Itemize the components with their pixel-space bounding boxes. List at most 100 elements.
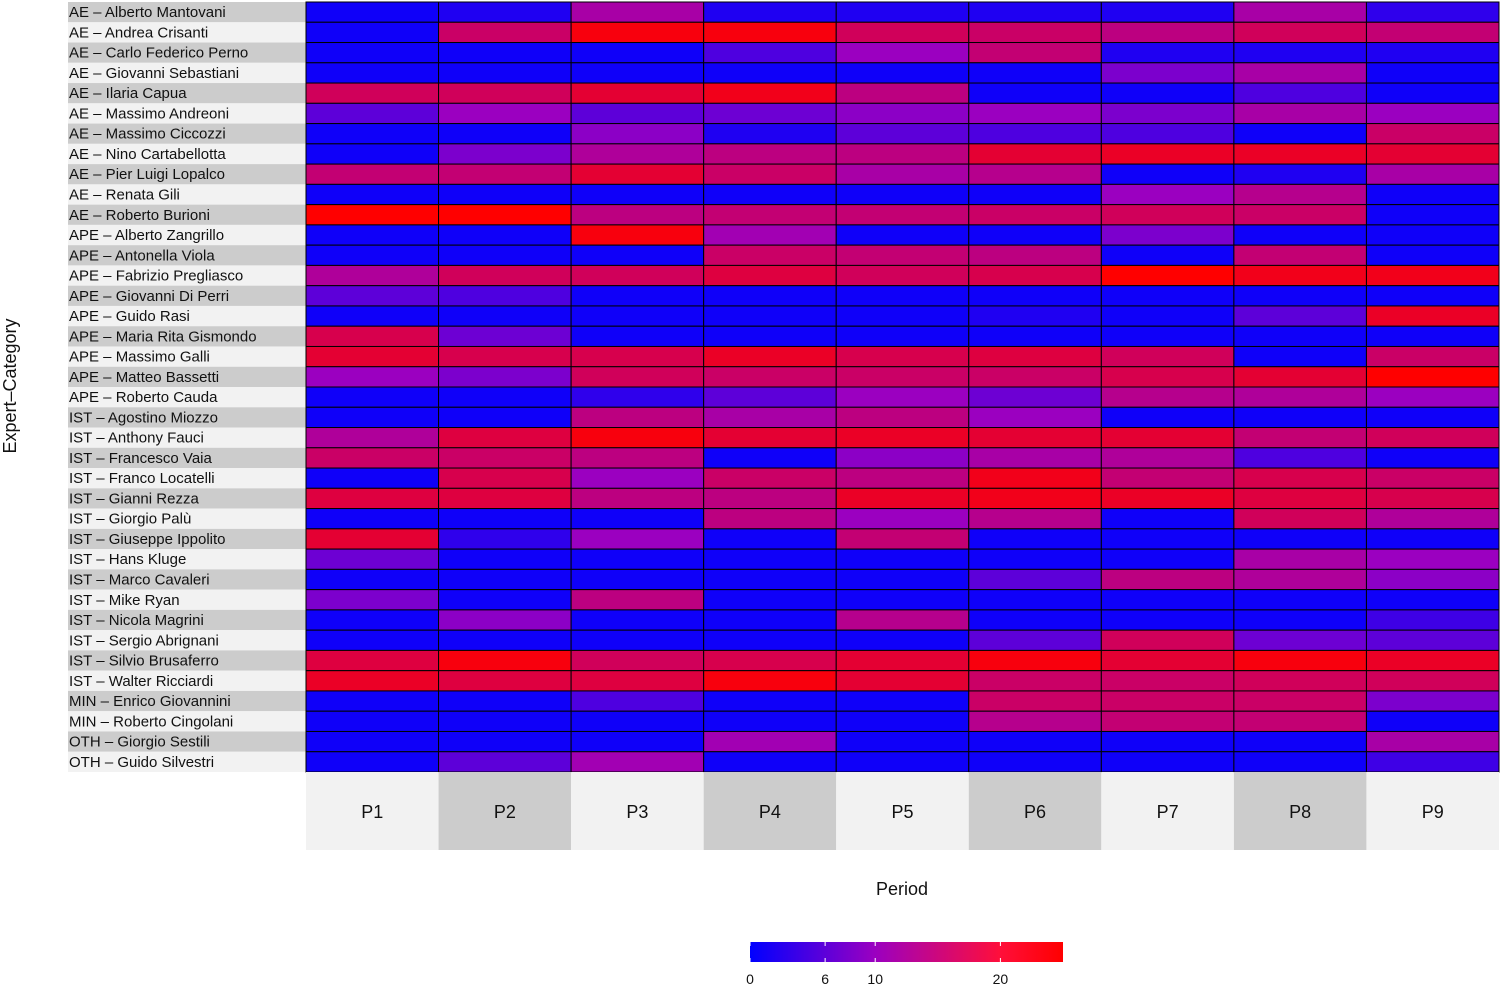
heatmap-cell: [305, 305, 440, 327]
heatmap-cell: [703, 609, 837, 631]
row-label: APE – Guido Rasi: [69, 308, 190, 325]
heatmap-cell: [835, 690, 970, 712]
heatmap-cell: [1100, 568, 1235, 591]
heatmap-cell: [438, 345, 572, 368]
heatmap-cell: [438, 42, 572, 64]
row-label-bg: [68, 22, 306, 43]
heatmap-cell: [835, 42, 970, 64]
row-label-bg: [68, 265, 306, 286]
heatmap-cell: [1365, 224, 1500, 246]
heatmap-cell: [305, 730, 440, 753]
row-label: AE – Nino Cartabellotta: [69, 146, 226, 163]
heatmap-cell: [703, 690, 837, 712]
heatmap-cell: [703, 427, 837, 449]
heatmap-cell: [305, 710, 440, 732]
heatmap-cell: [438, 204, 572, 226]
heatmap-cell: [1365, 690, 1500, 712]
heatmap-cell: [1365, 730, 1500, 753]
row-label: AE – Massimo Ciccozzi: [69, 126, 226, 143]
colorbar-tick-label: 6: [821, 971, 829, 986]
heatmap-cell: [703, 163, 837, 185]
column-strip: [438, 772, 572, 850]
row-label-bg: [68, 549, 306, 570]
heatmap-cell: [438, 143, 572, 165]
heatmap-cell: [703, 467, 837, 489]
column-label: P3: [626, 802, 648, 822]
colorbar-gradient: [750, 942, 1063, 962]
heatmap-cell: [1233, 386, 1367, 408]
heatmap-cell: [835, 629, 970, 651]
heatmap-cell: [1365, 508, 1500, 530]
heatmap-cell: [570, 447, 705, 469]
row-label: APE – Roberto Cauda: [69, 389, 218, 406]
heatmap-cell: [1100, 224, 1235, 246]
heatmap-cell: [570, 629, 705, 651]
heatmap-cell: [1100, 285, 1235, 307]
row-label-bg: [68, 711, 306, 732]
row-label-bg: [68, 508, 306, 529]
row-label: APE – Fabrizio Pregliasco: [69, 268, 243, 285]
heatmap-cell: [968, 609, 1102, 631]
row-label-bg: [68, 447, 306, 469]
heatmap-cell: [835, 143, 970, 165]
heatmap-cell: [570, 345, 705, 368]
heatmap-cell: [1365, 123, 1500, 145]
heatmap-cell: [835, 427, 970, 449]
heatmap-cell: [835, 224, 970, 246]
column-label: P2: [494, 802, 516, 822]
heatmap-cell: [703, 508, 837, 530]
heatmap-cell: [438, 508, 572, 530]
heatmap-cell: [1100, 82, 1235, 104]
heatmap-cell: [305, 548, 440, 570]
heatmap-cell: [1233, 224, 1367, 246]
heatmap-cell: [703, 710, 837, 732]
heatmap-cell: [1100, 244, 1235, 266]
heatmap-cell: [835, 366, 970, 388]
heatmap-cell: [1233, 730, 1367, 753]
row-label: AE – Alberto Mantovani: [69, 4, 226, 21]
heatmap-cell: [305, 366, 440, 388]
heatmap-cell: [968, 244, 1102, 266]
heatmap-cell: [570, 467, 705, 489]
heatmap-cell: [570, 427, 705, 449]
row-label: IST – Giuseppe Ippolito: [69, 531, 226, 548]
column-label: P4: [759, 802, 781, 822]
heatmap-cell: [1365, 589, 1500, 611]
heatmap-cell: [305, 589, 440, 611]
heatmap-cell: [570, 244, 705, 266]
heatmap-cell: [968, 386, 1102, 408]
heatmap-cell: [968, 589, 1102, 611]
heatmap-cell: [835, 21, 970, 44]
heatmap-cell: [703, 447, 837, 469]
heatmap-cell: [305, 690, 440, 712]
heatmap-cell: [570, 508, 705, 530]
row-label-bg: [68, 305, 306, 327]
heatmap-cell: [835, 204, 970, 226]
heatmap-cell: [438, 285, 572, 307]
heatmap-cell: [305, 163, 440, 185]
heatmap-cell: [835, 508, 970, 530]
heatmap-cell: [1233, 447, 1367, 469]
row-label-bg: [68, 245, 306, 266]
heatmap-cell: [1365, 21, 1500, 44]
heatmap-cell: [570, 1, 705, 23]
row-label: APE – Maria Rita Gismondo: [69, 328, 257, 345]
column-strip: [968, 772, 1102, 850]
heatmap-cell: [570, 366, 705, 388]
heatmap-cell: [305, 467, 440, 489]
heatmap-cell: [1365, 386, 1500, 408]
heatmap-cell: [703, 386, 837, 408]
heatmap-cell: [305, 487, 440, 510]
heatmap-cell: [1233, 62, 1367, 84]
heatmap-cell: [1365, 82, 1500, 104]
heatmap-cell: [835, 710, 970, 732]
heatmap-cell: [570, 670, 705, 692]
heatmap-cell: [1233, 649, 1367, 672]
heatmap-cell: [305, 224, 440, 246]
heatmap-cell: [570, 264, 705, 287]
row-label: IST – Anthony Fauci: [69, 430, 204, 447]
heatmap-cell: [835, 528, 970, 550]
heatmap-cell: [1100, 345, 1235, 368]
heatmap-cell: [1100, 42, 1235, 64]
row-label: IST – Marco Cavaleri: [69, 572, 210, 589]
